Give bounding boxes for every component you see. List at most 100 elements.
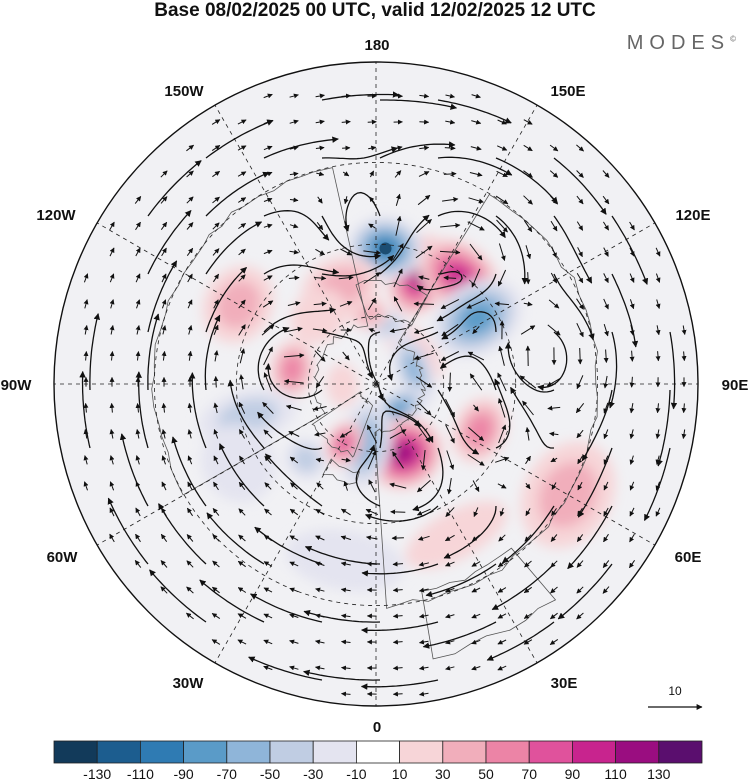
streamline-50 (135, 371, 149, 449)
streamline-33 (386, 331, 439, 381)
wind-vector-56 (134, 196, 142, 204)
wind-vector-99 (186, 247, 194, 256)
wind-vector-149 (287, 301, 301, 307)
wind-vector-274 (655, 429, 661, 439)
wind-vector-394 (392, 587, 403, 593)
wind-vector-319 (603, 481, 609, 491)
wind-vector-400 (550, 586, 558, 594)
wind-vector-419 (211, 639, 221, 645)
wind-vector-356 (417, 535, 430, 541)
streamline-5 (321, 146, 399, 160)
wind-vector-325 (186, 507, 194, 517)
wind-vector-122 (187, 273, 193, 283)
lon-label-120e: 120E (675, 207, 710, 224)
wind-vector-363 (603, 533, 609, 543)
streamline-19 (147, 210, 192, 275)
wind-vector-154 (413, 301, 435, 307)
wind-vector-402 (602, 586, 610, 594)
wind-vector-198 (342, 351, 350, 361)
wind-vector-284 (289, 456, 299, 464)
wind-vector-307 (290, 482, 298, 490)
wind-vector-53 (549, 170, 559, 178)
wind-vector-86 (395, 215, 402, 236)
wind-vector-309 (343, 480, 349, 491)
streamline-20 (205, 221, 263, 275)
wind-vector-64 (343, 196, 349, 205)
streamline-61 (171, 436, 207, 507)
streamline-23 (379, 214, 430, 275)
wind-vector-43 (289, 171, 299, 177)
wind-vector-432 (549, 638, 559, 646)
wind-vector-216 (239, 374, 245, 390)
streamline-0 (321, 91, 400, 101)
wind-vector-220 (415, 376, 433, 388)
wind-vector-238 (262, 402, 274, 414)
wind-vector-208 (655, 351, 661, 362)
wind-vector-159 (548, 299, 560, 309)
wind-vector-134 (497, 269, 507, 287)
wind-vector-237 (238, 401, 246, 414)
wind-vector-239 (285, 404, 302, 411)
wind-vector-327 (238, 508, 246, 516)
colorbar-label-1: -110 (127, 766, 154, 782)
wind-vector-330 (315, 508, 325, 516)
wind-vector-48 (418, 171, 430, 177)
streamline-68 (567, 505, 613, 570)
wind-vector-36 (549, 144, 559, 152)
streamline-66 (443, 505, 497, 559)
wind-vector-116 (629, 247, 635, 257)
wind-vector-256 (187, 429, 193, 439)
wind-vector-435 (315, 665, 325, 671)
wind-vector-192 (187, 350, 193, 361)
wind-vector-224 (519, 375, 537, 389)
streamline-24 (416, 270, 463, 292)
wind-vector-320 (629, 481, 635, 491)
wind-vector-349 (238, 534, 246, 542)
wind-vector-217 (263, 372, 273, 392)
wind-vector-373 (340, 561, 351, 567)
wind-vector-155 (440, 298, 460, 310)
wind-vector-150 (313, 301, 327, 307)
wind-vector-153 (393, 296, 403, 312)
colorbar-bin-13 (615, 740, 660, 764)
streamline-55 (412, 447, 444, 512)
wind-vector-113 (551, 246, 557, 258)
lon-label-30w: 30W (173, 675, 205, 692)
anomaly-16-level-2 (292, 446, 319, 473)
wind-vector-371 (289, 561, 299, 567)
wind-vector-226 (576, 375, 584, 390)
streamline-60 (119, 433, 149, 507)
wind-vector-169 (213, 324, 219, 335)
wind-vector-335 (445, 507, 455, 517)
streamline-18 (611, 215, 649, 285)
wind-vector-277 (109, 455, 115, 465)
wind-vector-91 (523, 220, 533, 233)
vector-reference-key: 10 (648, 684, 703, 710)
wind-vector-37 (576, 144, 584, 152)
colorbar-label-7: 10 (392, 766, 408, 782)
wind-vector-273 (629, 429, 635, 440)
wind-vector-112 (525, 245, 532, 260)
wind-vector-389 (263, 587, 273, 593)
wind-vector-254 (135, 429, 141, 439)
wind-vector-328 (264, 508, 272, 516)
wind-vector-2 (315, 93, 325, 99)
lon-label-150w: 150W (164, 83, 204, 100)
wind-vector-439 (419, 665, 429, 671)
anomaly-12-level-4 (384, 402, 407, 421)
wind-vector-416 (523, 613, 533, 619)
colorbar-label-11: 90 (565, 766, 581, 782)
wind-vector-66 (395, 193, 401, 206)
wind-vector-52 (523, 170, 533, 178)
wind-vector-287 (367, 450, 377, 470)
wind-vector-151 (339, 300, 353, 307)
streamline-87 (360, 679, 439, 690)
wind-vector-107 (392, 243, 404, 261)
wind-vector-222 (469, 373, 483, 391)
streamlines (79, 91, 678, 690)
wind-vector-82 (289, 223, 299, 229)
wind-vector-138 (603, 273, 609, 284)
wind-vector-352 (315, 535, 325, 541)
wind-vector-366 (160, 560, 168, 568)
streamline-41 (257, 326, 290, 391)
